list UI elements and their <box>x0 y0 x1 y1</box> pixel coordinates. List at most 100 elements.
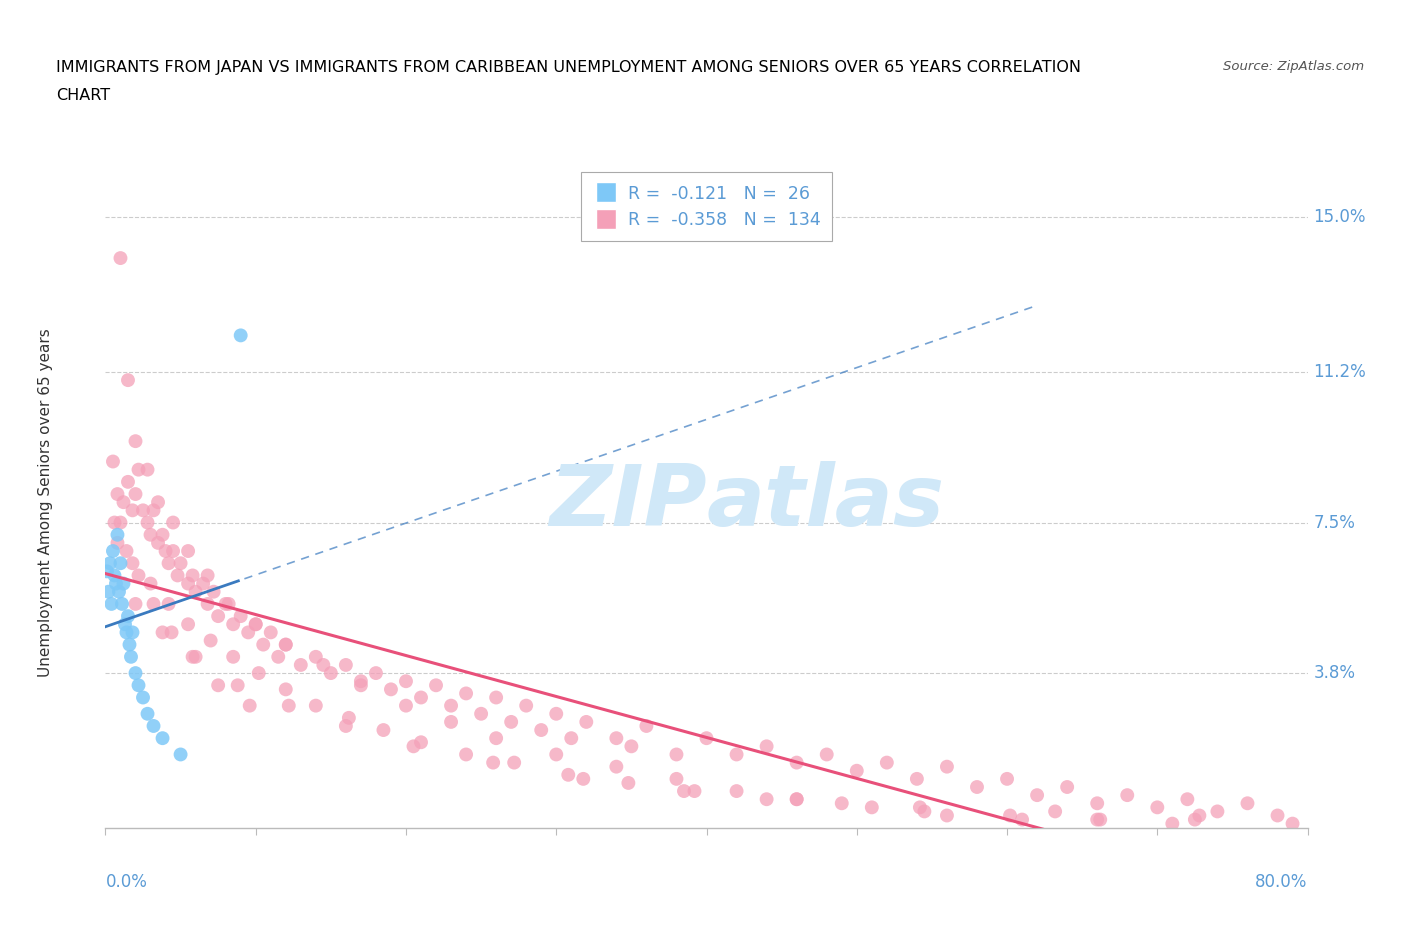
Point <box>181 649 204 664</box>
Point <box>454 686 477 701</box>
Point <box>725 747 748 762</box>
Point <box>166 568 188 583</box>
Point <box>1116 788 1139 803</box>
Point <box>546 707 568 722</box>
Point <box>1085 796 1108 811</box>
Point <box>1188 808 1211 823</box>
Point <box>380 682 402 697</box>
Point <box>245 617 267 631</box>
Point <box>1161 817 1184 831</box>
Point <box>560 731 582 746</box>
Point <box>152 625 174 640</box>
Point <box>546 747 568 762</box>
Point <box>245 617 267 631</box>
Text: atlas: atlas <box>707 460 945 544</box>
Point <box>142 596 165 611</box>
Point <box>908 800 931 815</box>
Point <box>222 649 245 664</box>
Point <box>409 690 432 705</box>
Point <box>860 800 883 815</box>
Point <box>1236 796 1258 811</box>
Point <box>350 673 373 688</box>
Point <box>319 666 342 681</box>
Point <box>120 649 142 664</box>
Point <box>128 678 150 693</box>
Point <box>1026 788 1049 803</box>
Point <box>1056 779 1078 794</box>
Text: 11.2%: 11.2% <box>1313 363 1367 381</box>
Point <box>572 772 595 787</box>
Point <box>128 568 150 583</box>
Point <box>110 556 132 571</box>
Point <box>617 776 640 790</box>
Point <box>395 673 418 688</box>
Point <box>503 755 526 770</box>
Point <box>1281 817 1303 831</box>
Point <box>142 503 165 518</box>
Point <box>482 755 505 770</box>
Point <box>139 577 162 591</box>
Point <box>112 495 135 510</box>
Point <box>200 633 222 648</box>
Point <box>696 731 718 746</box>
Point <box>139 527 162 542</box>
Point <box>1043 804 1066 819</box>
Point <box>364 666 387 681</box>
Point <box>132 503 155 518</box>
Point <box>267 649 290 664</box>
Point <box>672 784 695 799</box>
Point <box>1206 804 1229 819</box>
Point <box>197 568 219 583</box>
Point <box>110 515 132 530</box>
Point <box>97 584 120 599</box>
Point <box>136 707 159 722</box>
Point <box>96 564 118 578</box>
Point <box>274 637 297 652</box>
Text: ZIP: ZIP <box>548 460 707 544</box>
Point <box>312 658 335 672</box>
Point <box>786 791 808 806</box>
Point <box>101 454 124 469</box>
Point <box>177 617 200 631</box>
Point <box>121 503 143 518</box>
Point <box>335 719 357 734</box>
Point <box>575 714 598 729</box>
Point <box>107 486 129 501</box>
Point <box>998 808 1021 823</box>
Point <box>111 596 134 611</box>
Point <box>191 577 214 591</box>
Point <box>108 584 131 599</box>
Point <box>115 543 138 558</box>
Point <box>876 755 898 770</box>
Point <box>157 556 180 571</box>
Point <box>103 568 125 583</box>
Point <box>305 698 328 713</box>
Point <box>409 735 432 750</box>
Point <box>1267 808 1289 823</box>
Point <box>425 678 447 693</box>
Point <box>226 678 249 693</box>
Point <box>274 637 297 652</box>
Point <box>214 596 236 611</box>
Point <box>440 714 463 729</box>
Legend: R =  -0.121   N =  26, R =  -0.358   N =  134: R = -0.121 N = 26, R = -0.358 N = 134 <box>581 172 832 242</box>
Point <box>181 568 204 583</box>
Point <box>530 723 553 737</box>
Point <box>202 584 225 599</box>
Point <box>936 759 959 774</box>
Point <box>229 328 252 343</box>
Point <box>620 738 643 753</box>
Point <box>132 690 155 705</box>
Point <box>124 486 146 501</box>
Point <box>485 731 508 746</box>
Point <box>905 772 928 787</box>
Point <box>290 658 312 672</box>
Point <box>485 690 508 705</box>
Point <box>103 515 125 530</box>
Point <box>107 536 129 551</box>
Point <box>831 796 853 811</box>
Point <box>725 784 748 799</box>
Point <box>184 649 207 664</box>
Point <box>229 609 252 624</box>
Point <box>470 707 492 722</box>
